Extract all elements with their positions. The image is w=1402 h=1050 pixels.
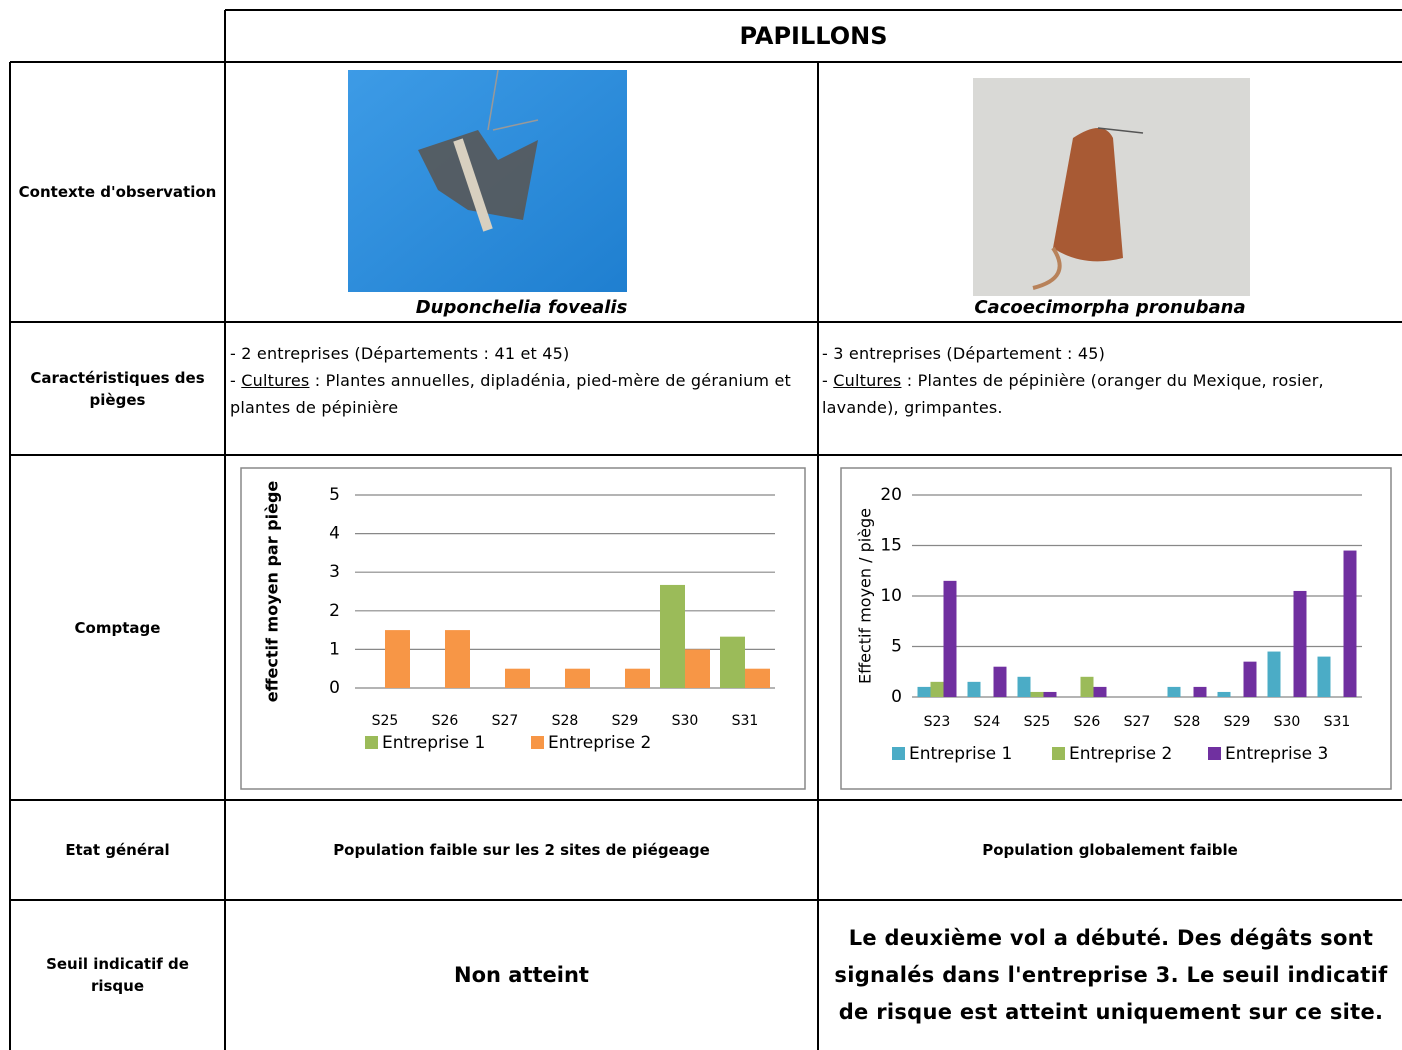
bar xyxy=(1043,691,1057,697)
trap-text: : Plantes annuelles, dipladénia, pied-mè… xyxy=(230,371,792,417)
legend-label: Entreprise 2 xyxy=(548,733,651,753)
x-tick-label: S25 xyxy=(372,713,399,729)
bar xyxy=(1193,686,1207,697)
threshold-text: Le deuxième vol a débuté. Des dégâts son… xyxy=(834,925,1388,1024)
trap-info: - 2 entreprises (Départements : 41 et 45… xyxy=(230,340,810,421)
species-caption: Duponchelia fovealis xyxy=(415,296,628,318)
chart-frame xyxy=(840,467,1392,790)
bar xyxy=(1080,676,1094,697)
bar xyxy=(1017,676,1031,697)
chart: 0 1 2 3 4 5 effectif moyen par piège S25 S26 S27 S… xyxy=(240,467,806,790)
x-tick-label: S23 xyxy=(924,714,951,730)
x-tick-label: S26 xyxy=(1074,714,1101,730)
y-tick-label: 4 xyxy=(329,524,340,544)
term: Cultures xyxy=(833,371,902,390)
trap-line: - 3 entreprises (Département : 45) xyxy=(822,344,1106,363)
bar xyxy=(565,668,590,688)
photo xyxy=(348,70,627,292)
legend-swatch xyxy=(1052,747,1065,760)
bar xyxy=(625,668,650,688)
trap-info: - 3 entreprises (Département : 45) - Cul… xyxy=(822,340,1397,421)
table-title: PAPILLONS xyxy=(739,22,888,50)
y-axis-label: effectif moyen par piège xyxy=(263,481,282,703)
bar xyxy=(1167,686,1181,697)
bar xyxy=(720,636,745,688)
bar xyxy=(1293,590,1307,697)
legend-label: Entreprise 2 xyxy=(1069,744,1172,764)
chart: 0 5 10 15 20 Effectif moyen / piège S23 S24 S25 S… xyxy=(840,467,1392,790)
x-tick-label: S26 xyxy=(432,713,459,729)
legend-swatch xyxy=(1208,747,1221,760)
y-tick-label: 5 xyxy=(891,637,902,657)
trap-text: : Plantes de pépinière (oranger du Mexiq… xyxy=(822,371,1324,417)
trap-line: - Cultures : Plantes de pépinière (orang… xyxy=(822,367,1397,421)
threshold-text: Non atteint xyxy=(454,963,589,987)
x-tick-label: S30 xyxy=(672,713,699,729)
x-tick-label: S30 xyxy=(1274,714,1301,730)
bar xyxy=(1217,691,1231,697)
species-caption: Cacoecimorpha pronubana xyxy=(974,296,1246,318)
y-axis-label: Effectif moyen / piège xyxy=(856,508,875,684)
x-tick-label: S25 xyxy=(1024,714,1051,730)
term: Cultures xyxy=(241,371,310,390)
dash: - xyxy=(822,371,834,390)
row-label: Caractéristiques des pièges xyxy=(30,368,205,409)
bar xyxy=(1243,661,1257,697)
x-tick-label: S31 xyxy=(1324,714,1351,730)
bar xyxy=(1343,550,1357,697)
y-tick-label: 3 xyxy=(329,562,340,582)
legend-swatch xyxy=(892,747,905,760)
y-tick-label: 20 xyxy=(880,485,902,505)
x-tick-label: S28 xyxy=(1174,714,1201,730)
y-tick-label: 0 xyxy=(891,687,902,707)
x-tick-label: S24 xyxy=(974,714,1001,730)
x-tick-label: S27 xyxy=(492,713,519,729)
row-label: Comptage xyxy=(74,618,161,637)
x-tick-label: S31 xyxy=(732,713,759,729)
bar xyxy=(385,630,410,688)
bar xyxy=(685,649,710,688)
bar xyxy=(917,686,931,697)
x-tick-label: S28 xyxy=(552,713,579,729)
y-tick-label: 2 xyxy=(329,601,340,621)
legend-label: Entreprise 1 xyxy=(909,744,1012,764)
bar xyxy=(1093,686,1107,697)
x-tick-label: S27 xyxy=(1124,714,1151,730)
bar xyxy=(1317,656,1331,697)
bar xyxy=(505,668,530,688)
bar xyxy=(930,681,944,697)
bar xyxy=(1267,651,1281,697)
state-text: Population faible sur les 2 sites de pié… xyxy=(333,841,710,859)
bar xyxy=(1030,691,1044,697)
bar xyxy=(943,580,957,697)
x-tick-label: S29 xyxy=(1224,714,1251,730)
bar xyxy=(745,668,770,688)
chart-frame xyxy=(240,467,806,790)
legend-label: Entreprise 3 xyxy=(1225,744,1328,764)
state-text: Population globalement faible xyxy=(982,841,1238,859)
y-tick-label: 1 xyxy=(329,639,340,659)
dash: - xyxy=(230,371,242,390)
legend-label: Entreprise 1 xyxy=(382,733,485,753)
trap-line: - Cultures : Plantes annuelles, dipladén… xyxy=(230,367,810,421)
y-tick-label: 5 xyxy=(329,485,340,505)
legend-swatch xyxy=(365,736,378,749)
photo xyxy=(973,78,1250,296)
bar xyxy=(993,666,1007,697)
bar xyxy=(967,681,981,697)
row-label: Seuil indicatif de risque xyxy=(46,955,189,995)
legend-swatch xyxy=(531,736,544,749)
row-label: Contexte d'observation xyxy=(18,183,217,201)
trap-line: - 2 entreprises (Départements : 41 et 45… xyxy=(230,344,570,363)
y-tick-label: 15 xyxy=(880,536,902,556)
row-label: Etat général xyxy=(65,841,170,859)
y-tick-label: 10 xyxy=(880,586,902,606)
x-tick-label: S29 xyxy=(612,713,639,729)
bar xyxy=(445,630,470,688)
bar xyxy=(660,584,685,688)
y-tick-label: 0 xyxy=(329,678,340,698)
